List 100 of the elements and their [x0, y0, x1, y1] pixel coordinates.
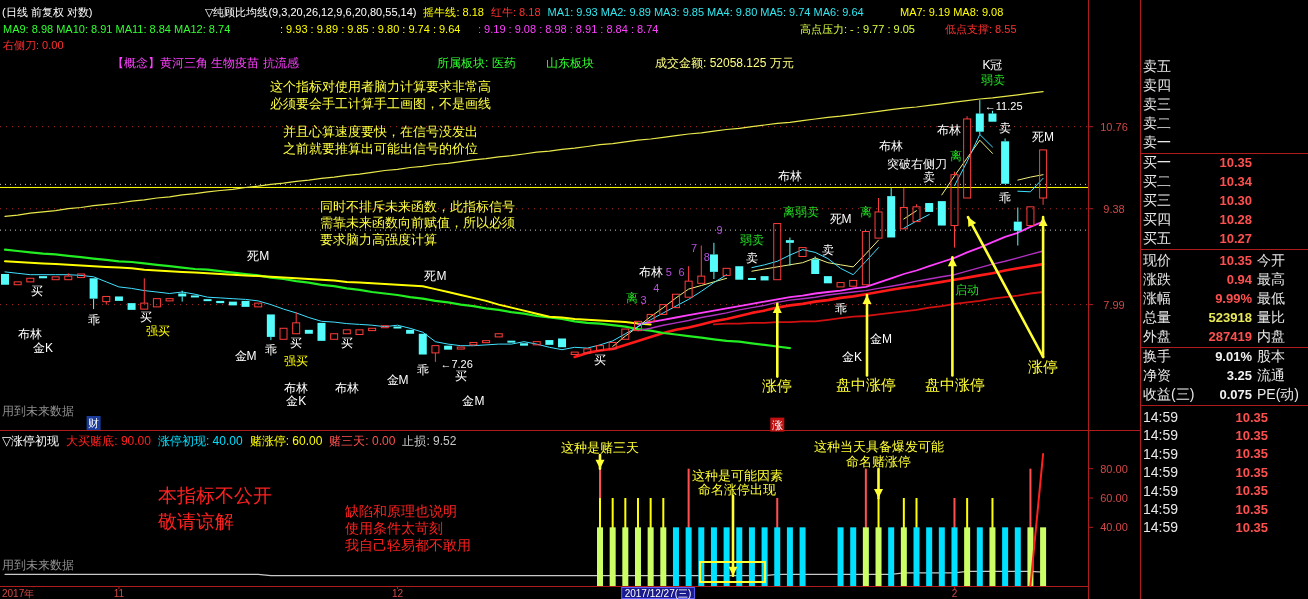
annotation: 弱卖 — [740, 233, 764, 247]
annotation: 死M — [247, 249, 270, 263]
candlestick — [697, 245, 706, 284]
candlestick — [254, 302, 263, 308]
bar — [786, 527, 793, 586]
candlestick — [545, 340, 554, 345]
annotation: 强买 — [284, 354, 309, 369]
candlestick — [406, 329, 415, 334]
bar — [1002, 527, 1009, 586]
annotation: 卖 — [746, 251, 758, 265]
annotation: ←7.26 — [440, 357, 473, 370]
annotation: 山东板块 — [546, 56, 594, 70]
bar — [888, 527, 895, 586]
y-tick-label: 80.00 — [1100, 462, 1128, 475]
annotation: 买 — [31, 284, 43, 298]
text: (日线 前复权 对数) — [2, 6, 93, 18]
candlestick — [596, 345, 605, 351]
annotation: 这种是可能因素命名涨停出现 — [691, 467, 783, 496]
bar — [647, 527, 654, 586]
annotation: 用到未来数据 — [2, 558, 74, 572]
annotation: 【概念】黄河三角 生物疫苗 抗流感 — [112, 56, 299, 70]
annotation: 买 — [340, 336, 353, 351]
candlestick — [899, 187, 908, 230]
text: ▽纯顾比均线(9,3,20,26,12,9,6,20,80,55,14) — [205, 6, 417, 18]
candlestick — [785, 237, 794, 266]
chart-title: ▽涨停初现 — [2, 434, 60, 448]
candlestick — [494, 333, 503, 338]
candlestick — [988, 110, 997, 122]
candlestick — [836, 282, 845, 288]
annotation: 这个指标对使用者脑力计算要求非常高 — [270, 78, 491, 94]
annotation: 涨停 — [1028, 357, 1059, 375]
annotation: 9 — [716, 223, 723, 236]
y-tick-label: 7.99 — [1103, 298, 1125, 311]
annotation: 离 — [859, 205, 872, 220]
candlestick — [735, 266, 744, 280]
annotation: 摇牛线: 8.18 — [423, 6, 484, 18]
annotation: 右侧刀: 0.00 — [3, 39, 64, 51]
y-tick-label: 60.00 — [1100, 492, 1128, 504]
candlestick — [203, 299, 212, 302]
annotation: 乖 — [999, 191, 1012, 206]
candlestick — [456, 346, 465, 350]
annotation: 本指标不公开 — [158, 484, 272, 506]
candlestick — [266, 314, 275, 341]
annotation: 3 — [640, 294, 647, 307]
candlestick — [1013, 207, 1022, 246]
candlestick — [621, 328, 630, 340]
candlestick — [38, 276, 47, 279]
annotation: MA1: 9.93 MA2: 9.89 MA3: 9.85 MA4: 9.80 MA5: 9.74 MA6: 9.64 — [547, 6, 864, 18]
candlestick — [152, 298, 161, 308]
bar — [622, 527, 629, 586]
x-tick-label: 11 — [113, 588, 125, 599]
bar — [799, 527, 806, 586]
annotation: 死M — [1032, 130, 1055, 145]
annotation: 同时不排斥未来函数，此指标信号 — [320, 198, 515, 214]
candlestick — [709, 242, 718, 280]
annotation: 布林 — [638, 264, 663, 279]
candlestick — [393, 326, 402, 329]
candlestick — [13, 281, 22, 286]
candlestick — [368, 327, 377, 332]
candlestick — [659, 304, 668, 315]
candlestick — [140, 277, 149, 310]
annotation: 买 — [454, 369, 467, 384]
candlestick — [684, 265, 693, 298]
bar — [938, 527, 945, 586]
annotation: 并且心算速度要快，在信号没发出 — [283, 123, 478, 139]
candlestick — [342, 329, 351, 335]
annotation: 卖 — [821, 243, 834, 258]
candlestick — [114, 296, 123, 301]
annotation: 强买 — [146, 324, 170, 338]
line-series — [4, 260, 652, 326]
annotation: 盘中涨停 — [924, 375, 985, 393]
candlestick — [532, 341, 541, 346]
candlestick — [482, 340, 491, 344]
bar — [597, 527, 604, 586]
candlestick — [671, 293, 680, 309]
text: 2017年 — [2, 587, 35, 599]
candlestick — [608, 341, 617, 350]
annotation: 红牛: 8.18 — [491, 6, 541, 18]
candlestick — [102, 295, 111, 306]
annotation: 买 — [290, 336, 303, 351]
text: 赌涨停: 60.00 — [249, 434, 323, 448]
annotation: 金M — [462, 393, 485, 408]
candlestick — [165, 298, 174, 302]
candlestick — [773, 223, 782, 281]
annotation: 买 — [140, 310, 152, 324]
candlestick — [925, 203, 934, 212]
bar — [710, 527, 717, 586]
bar — [875, 527, 882, 586]
y-tick-label: 40.00 — [1100, 521, 1128, 534]
annotation: 我自己轻易都不敢用 — [345, 537, 471, 553]
candlestick — [633, 320, 642, 332]
annotation: 布林 — [778, 169, 802, 183]
annotation: 启动 — [955, 283, 980, 297]
annotation: MA9: 8.98 MA10: 8.91 MA11: 8.84 MA12: 8.74 — [3, 23, 231, 35]
bar — [672, 527, 679, 586]
candlestick — [722, 267, 731, 276]
candlestick — [861, 230, 870, 286]
annotation: 缺陷和原理也说明 — [345, 503, 457, 519]
annotation: 乖 — [416, 362, 429, 377]
candlestick — [292, 311, 301, 335]
